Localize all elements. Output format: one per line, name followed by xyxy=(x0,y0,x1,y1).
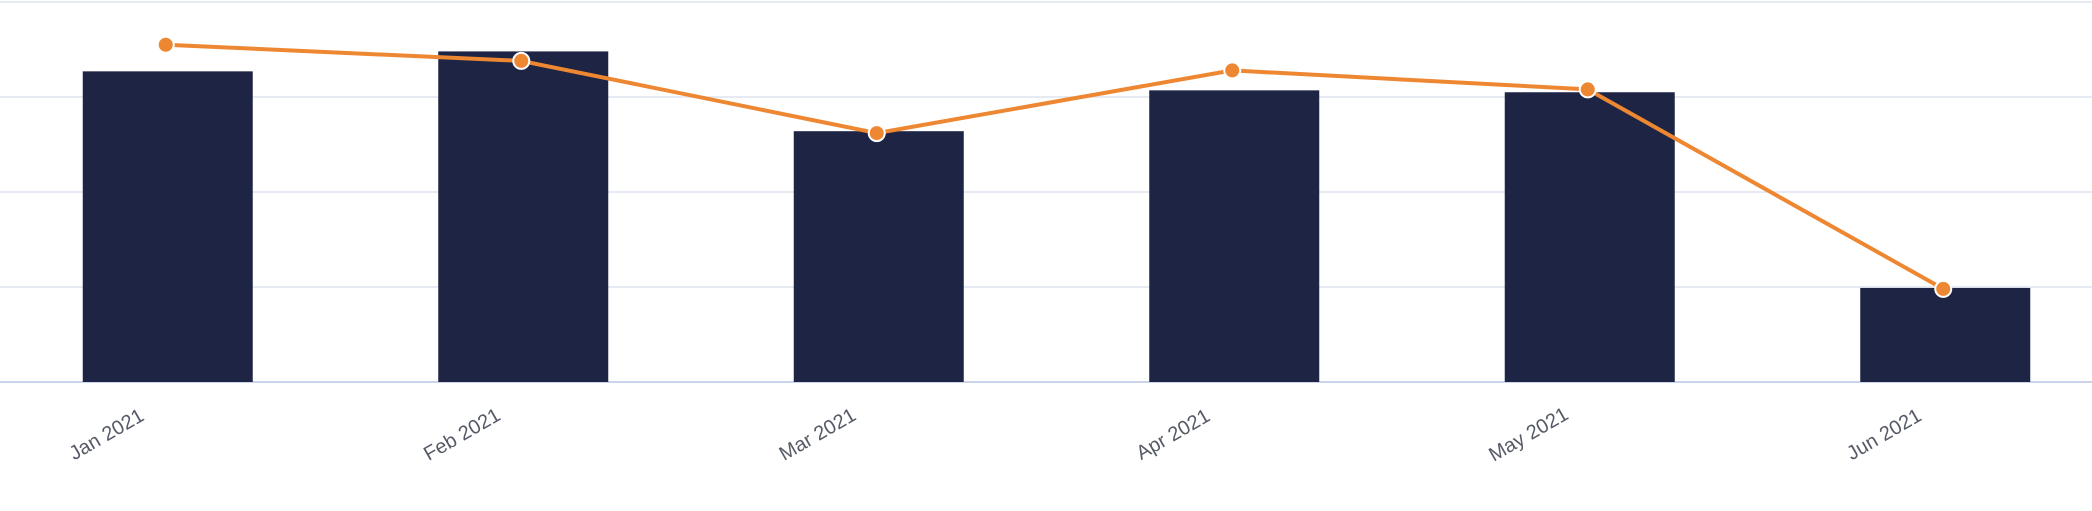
line-point-2[interactable] xyxy=(512,51,531,70)
bar-3[interactable] xyxy=(793,131,964,382)
line-series xyxy=(156,35,1953,298)
x-tick-label-5: May 2021 xyxy=(1485,403,1572,466)
line-point-4[interactable] xyxy=(1223,61,1242,80)
line-path xyxy=(163,42,1946,291)
grid-lines xyxy=(0,1,2092,383)
bar-5[interactable] xyxy=(1504,92,1675,382)
x-tick-label-1: Jan 2021 xyxy=(66,405,148,465)
x-tick-label-3: Mar 2021 xyxy=(776,404,860,465)
bar-series xyxy=(82,51,2031,383)
bar-2[interactable] xyxy=(438,51,609,383)
line-point-6[interactable] xyxy=(1934,279,1953,298)
x-tick-label-2: Feb 2021 xyxy=(420,404,504,465)
x-tick-label-6: Jun 2021 xyxy=(1843,405,1925,465)
x-tick-label-4: Apr 2021 xyxy=(1133,405,1214,465)
line-point-3[interactable] xyxy=(867,124,886,143)
bar-6[interactable] xyxy=(1860,287,2031,382)
bar-1[interactable] xyxy=(82,71,253,382)
x-axis-tick-labels: Jan 2021 Feb 2021 Mar 2021 Apr 2021 May 2021… xyxy=(66,403,1926,466)
line-point-1[interactable] xyxy=(156,35,175,54)
bar-4[interactable] xyxy=(1149,90,1320,382)
line-point-5[interactable] xyxy=(1578,80,1597,99)
